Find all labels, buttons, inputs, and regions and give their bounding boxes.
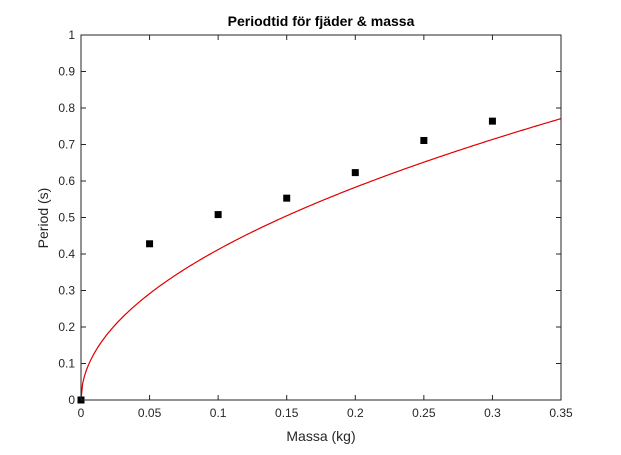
x-tick-label-0: 0	[78, 406, 85, 420]
data-point-5	[420, 136, 428, 144]
x-tick-label-7: 0.35	[549, 406, 573, 420]
x-tick-label-6: 0.3	[484, 406, 501, 420]
y-tick-label-9: 0.9	[58, 65, 75, 79]
data-point-1	[146, 240, 154, 248]
y-tick-label-5: 0.5	[58, 211, 75, 225]
data-point-4	[351, 169, 359, 177]
y-tick-label-1: 0.1	[58, 357, 75, 371]
x-tick-label-3: 0.15	[275, 406, 299, 420]
y-tick-label-10: 1	[68, 28, 75, 42]
chart-title: Periodtid för fjäder & massa	[228, 13, 415, 29]
y-tick-label-3: 0.3	[58, 284, 75, 298]
x-tick-label-4: 0.2	[347, 406, 364, 420]
data-point-6	[488, 117, 496, 125]
y-tick-label-4: 0.4	[58, 247, 75, 261]
y-axis-label: Period (s)	[35, 188, 51, 249]
data-point-2	[214, 211, 222, 219]
x-tick-label-2: 0.1	[210, 406, 227, 420]
plot-area	[81, 35, 561, 400]
y-tick-label-0: 0	[68, 393, 75, 407]
y-tick-label-7: 0.7	[58, 138, 75, 152]
data-point-3	[283, 194, 291, 202]
fit-curve	[80, 118, 562, 401]
y-tick-label-2: 0.2	[58, 320, 75, 334]
y-tick-label-8: 0.8	[58, 101, 75, 115]
x-tick-label-1: 0.05	[138, 406, 162, 420]
y-tick-label-6: 0.6	[58, 174, 75, 188]
x-tick-label-5: 0.25	[412, 406, 436, 420]
x-axis-label: Massa (kg)	[286, 428, 355, 444]
